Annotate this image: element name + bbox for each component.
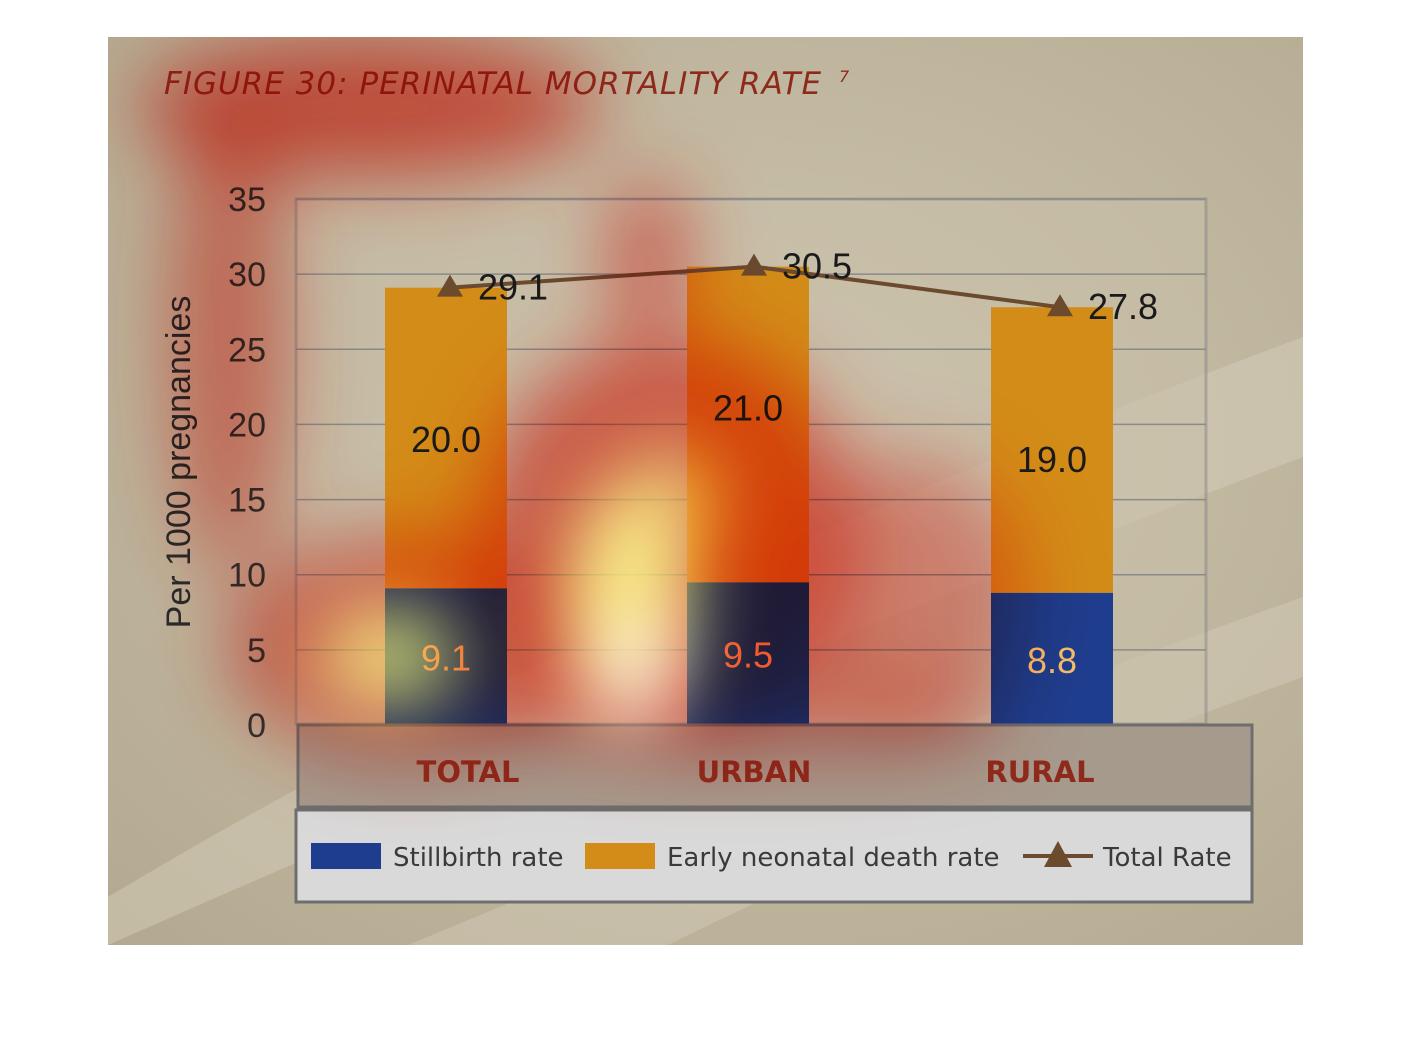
category-label: URBAN (697, 755, 812, 789)
legend-label-stillbirth: Stillbirth rate (393, 843, 564, 873)
category-labels: TOTAL URBAN RURAL (417, 755, 1095, 789)
heat-core (598, 637, 678, 717)
legend-swatch-neonatal (585, 843, 655, 869)
heat-core (618, 447, 718, 547)
heat-core (318, 607, 458, 707)
y-tick-label: 0 (247, 707, 266, 745)
heat-blob (488, 677, 1008, 757)
data-label-neonatal: 19.0 (1017, 439, 1087, 480)
data-label-total: 29.1 (478, 267, 548, 308)
category-label: RURAL (985, 755, 1094, 789)
legend-label-neonatal: Early neonatal death rate (667, 843, 1000, 873)
heatmap-core (318, 447, 718, 727)
legend-label-total: Total Rate (1102, 843, 1232, 873)
total-rate-marker (1047, 294, 1073, 317)
total-rate-marker (741, 253, 767, 276)
category-label: TOTAL (417, 755, 520, 789)
heat-blob (168, 97, 288, 577)
heat-blob (608, 177, 688, 337)
total-rate-marker (437, 274, 463, 297)
total-rate-line: 29.1 30.5 27.8 (437, 246, 1158, 327)
data-label-stillbirth: 8.8 (1027, 640, 1077, 681)
heat-blob (788, 457, 1028, 737)
data-label-neonatal: 20.0 (411, 419, 481, 460)
legend: Stillbirth rate Early neonatal death rat… (294, 808, 1254, 904)
data-label-total: 30.5 (782, 246, 852, 287)
legend-swatch-total-marker (1044, 841, 1072, 867)
figure-panel: FIGURE 30: PERINATAL MORTALITY RATE 7 05… (108, 37, 1303, 945)
data-label-total: 27.8 (1088, 286, 1158, 327)
legend-swatch-stillbirth (311, 843, 381, 869)
perinatal-mortality-chart: FIGURE 30: PERINATAL MORTALITY RATE 7 05… (108, 37, 1303, 945)
figure-title-superscript: 7 (839, 67, 850, 86)
